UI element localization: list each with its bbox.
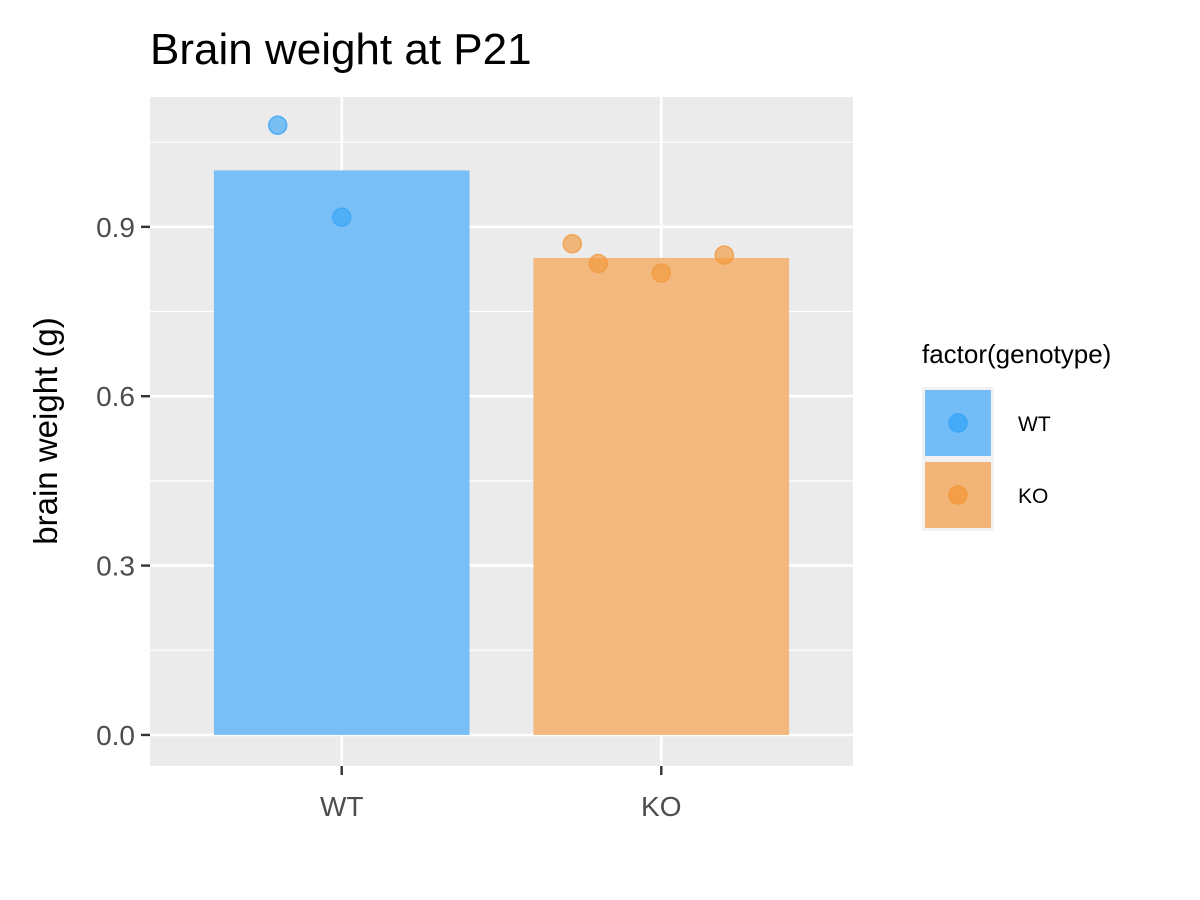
point-wt	[267, 115, 288, 135]
bar-wt	[213, 170, 470, 735]
legend: factor(genotype) WT KO	[922, 339, 1111, 531]
chart-title: Brain weight at P21	[150, 25, 532, 74]
y-axis-title: brain weight (g)	[27, 317, 64, 544]
legend-title: factor(genotype)	[922, 339, 1111, 369]
point-wt	[331, 207, 352, 228]
point-ko	[714, 245, 735, 265]
y-tick-label: 0.0	[96, 720, 135, 751]
legend-point-ko	[948, 485, 968, 505]
legend-label-wt: WT	[1018, 413, 1051, 436]
y-tick-label: 0.9	[96, 212, 135, 243]
y-axis: 0.0 0.3 0.6 0.9	[96, 212, 150, 751]
x-tick-label: KO	[641, 791, 681, 822]
legend-point-wt	[948, 413, 968, 433]
bars	[213, 170, 790, 735]
x-tick-label: WT	[320, 791, 364, 822]
bar-ko	[533, 257, 790, 735]
x-axis: WT KO	[320, 766, 682, 822]
data-points	[267, 115, 735, 283]
point-ko	[562, 234, 583, 254]
legend-label-ko: KO	[1018, 485, 1048, 508]
y-tick-label: 0.3	[96, 551, 135, 582]
y-tick-label: 0.6	[96, 381, 135, 412]
point-ko	[588, 253, 609, 274]
point-ko	[651, 263, 672, 283]
